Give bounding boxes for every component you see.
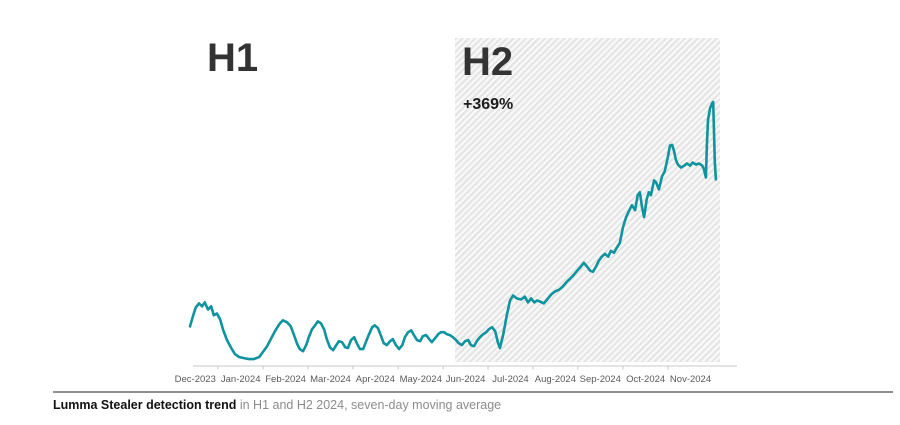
x-tick-label: Oct-2024 <box>626 374 666 385</box>
x-tick-label: Apr-2024 <box>355 374 395 385</box>
x-tick-label: Nov-2024 <box>669 374 712 385</box>
x-tick-label: Aug-2024 <box>534 374 576 385</box>
caption-divider <box>53 391 893 393</box>
x-tick-label: May-2024 <box>399 374 442 385</box>
caption-title: Lumma Stealer detection trend <box>53 398 237 412</box>
x-tick-label: Mar-2024 <box>310 374 351 385</box>
x-tick-label: Jun-2024 <box>445 374 486 385</box>
caption-subtitle: in H1 and H2 2024, seven-day moving aver… <box>236 398 502 412</box>
x-tick-label: Feb-2024 <box>265 374 306 385</box>
h1-period-label: H1 <box>207 36 259 80</box>
x-tick-label: Dec-2023 <box>174 374 216 385</box>
h2-growth-value: +369% <box>463 96 514 113</box>
chart-caption: Lumma Stealer detection trend in H1 and … <box>53 398 501 412</box>
h2-period-label: H2 <box>462 40 514 84</box>
trend-line-path <box>188 100 718 361</box>
x-tick-label: Jan-2024 <box>220 374 261 385</box>
x-tick-label: Sep-2024 <box>579 374 621 385</box>
x-tick-label: Jul-2024 <box>492 374 529 385</box>
h2-shaded-region: H2 +369% <box>455 38 720 362</box>
